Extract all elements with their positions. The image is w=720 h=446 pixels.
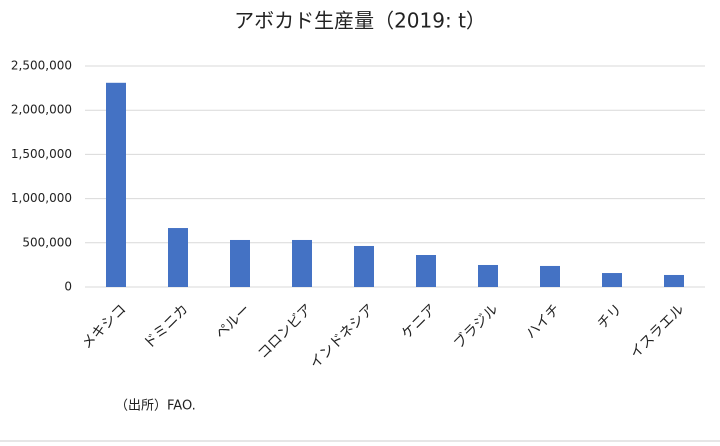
x-tick-label: ハイチ [523,301,564,342]
source-note: （出所）FAO. [115,399,196,414]
bar [416,254,436,287]
y-tick-label: 2,000,000 [11,103,72,117]
bar [230,239,250,287]
x-tick-label: インドネシア [307,301,378,372]
x-tick-label: ペルー [213,301,254,342]
y-tick-label: 2,500,000 [11,59,72,73]
bar [106,82,126,288]
bar [168,228,188,287]
y-tick-label: 500,000 [22,235,72,249]
bar [478,264,498,287]
chart-title: アボカド生産量（2019: t） [234,9,486,33]
y-tick-label: 1,000,000 [11,191,72,205]
bar [354,245,374,287]
x-tick-label: メキシコ [79,301,130,352]
x-tick-label: イスラエル [627,301,688,362]
y-tick-label: 1,500,000 [11,147,72,161]
bar [602,273,622,287]
x-tick-label: チリ [595,301,626,332]
y-tick-label: 0 [64,280,72,294]
x-tick-label: ドミニカ [141,301,192,352]
bar [540,265,560,287]
bar [292,239,312,287]
x-tick-label: ブラジル [450,301,501,352]
x-tick-label: コロンビア [255,301,316,362]
x-tick-label: ケニア [399,301,440,342]
bar [664,274,684,287]
